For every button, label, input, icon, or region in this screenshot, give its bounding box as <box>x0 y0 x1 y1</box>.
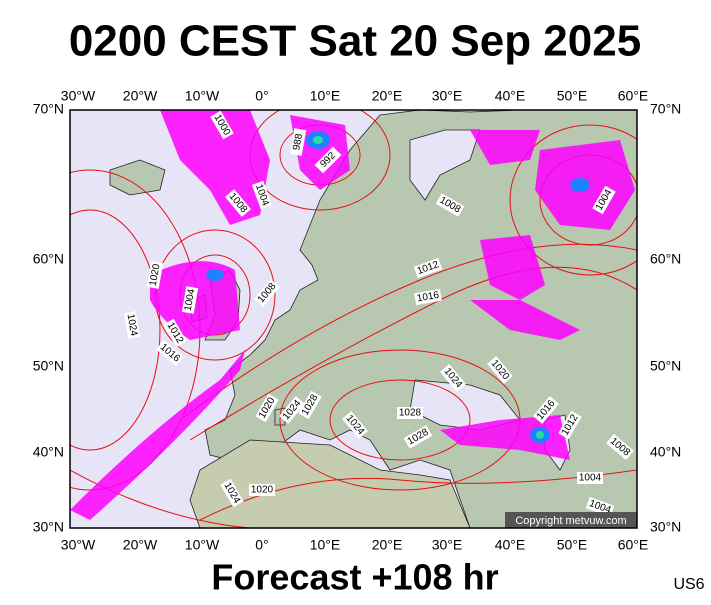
isobar-label-box <box>210 110 234 140</box>
lat-label-right: 60°N <box>650 251 681 267</box>
isobar-label-box <box>225 189 251 217</box>
lon-label-top: 20°W <box>123 88 158 104</box>
lon-label-bottom: 10°W <box>185 537 220 553</box>
isobar-label-box <box>123 311 141 339</box>
isobar-label: 1020 <box>146 261 164 289</box>
lon-label-bottom: 50°E <box>557 537 588 553</box>
isobar-label-text: 1028 <box>399 408 422 419</box>
isobar-label: 1020 <box>249 484 275 496</box>
isobar-label-box <box>156 340 184 366</box>
isobar-label-text: 1020 <box>148 263 163 287</box>
lon-label-top: 60°E <box>618 88 649 104</box>
lat-label-left: 40°N <box>33 444 64 460</box>
isobar-label-box <box>413 257 443 279</box>
lat-label-right: 50°N <box>650 358 681 374</box>
lon-label-bottom: 0° <box>255 537 268 553</box>
isobar-label-box <box>146 261 164 289</box>
lon-label-bottom: 10°E <box>310 537 341 553</box>
isobar-label-box <box>606 434 634 460</box>
isobar-label-box <box>181 286 199 314</box>
iceland <box>109 159 166 196</box>
baltic <box>409 129 481 201</box>
lon-label-top: 10°W <box>185 88 220 104</box>
isobar-label-box <box>533 396 559 424</box>
lon-label-top: 50°E <box>557 88 588 104</box>
copyright-box <box>505 512 637 528</box>
lat-label-right: 70°N <box>650 101 681 117</box>
isobar-label: 1004 <box>181 286 199 314</box>
copyright: Copyright metvuw.com <box>515 515 626 527</box>
isobar-label-text: 1024 <box>125 313 140 337</box>
isobar-label-text: 1020 <box>251 485 274 496</box>
lat-label-left: 70°N <box>33 101 64 117</box>
isobar-label-box <box>577 472 603 484</box>
isobar-label-text: 1016 <box>416 290 440 305</box>
lon-label-bottom: 20°W <box>123 537 158 553</box>
lon-label-bottom: 40°E <box>495 537 526 553</box>
isobar-label: 1028 <box>397 407 423 419</box>
lat-label-left: 30°N <box>33 519 64 535</box>
map-frame <box>69 109 638 529</box>
isobar-label-box <box>440 364 466 392</box>
model: US6 <box>673 576 704 593</box>
isobar-label-box <box>435 193 465 217</box>
isobar-label-box <box>298 390 322 420</box>
isobar-label-box <box>558 410 582 440</box>
lat-label-left: 50°N <box>33 358 64 374</box>
lat-label-right: 30°N <box>650 519 681 535</box>
isobar-label-box <box>342 411 368 439</box>
isobar-label: 1024 <box>123 311 141 339</box>
isobar-label-box <box>314 146 342 174</box>
isobar-label-box <box>397 407 423 419</box>
lon-label-top: 10°E <box>310 88 341 104</box>
lon-label-bottom: 30°E <box>432 537 463 553</box>
lat-label-left: 60°N <box>33 251 64 267</box>
lon-label-top: 30°W <box>61 88 96 104</box>
africa <box>189 439 471 528</box>
isobar-label-box <box>403 425 433 449</box>
axes: 30°W 30°W 20°W 20°W 10°W 10°W 0° 0° 10°E 10°E 20°E… <box>33 88 682 553</box>
lon-label-top: 20°E <box>372 88 403 104</box>
isobar-label-box <box>254 279 280 307</box>
isobar-label-box <box>414 288 442 306</box>
isobar-label-box <box>289 128 307 156</box>
isobar-label-box <box>487 356 513 384</box>
isobar-label: 988 <box>289 128 307 156</box>
isobar-label-box <box>279 396 305 424</box>
isobar-label: 1016 <box>414 288 442 306</box>
core-precip <box>313 136 544 439</box>
isobar-label-box <box>163 318 187 348</box>
lon-label-top: 0° <box>255 88 268 104</box>
isobar-label-box <box>220 478 244 508</box>
lon-label-bottom: 20°E <box>372 537 403 553</box>
isobar-label-box <box>592 185 616 215</box>
isobar-label-box <box>249 484 275 496</box>
isobar-label: 1004 <box>577 472 603 484</box>
lon-label-top: 30°E <box>432 88 463 104</box>
forecast: Forecast +108 hr <box>211 557 498 598</box>
isobar-label-text: 1004 <box>579 473 602 484</box>
lon-label-bottom: 60°E <box>618 537 649 553</box>
title: 0200 CEST Sat 20 Sep 2025 <box>69 17 641 66</box>
isobar-label-text: 988 <box>291 132 305 151</box>
lon-label-top: 40°E <box>495 88 526 104</box>
isobar-label-box <box>255 393 279 423</box>
isobar-label-text: 1004 <box>183 288 198 312</box>
lat-label-right: 40°N <box>650 444 681 460</box>
lon-label-bottom: 30°W <box>61 537 96 553</box>
isobar-label-box <box>251 180 273 210</box>
